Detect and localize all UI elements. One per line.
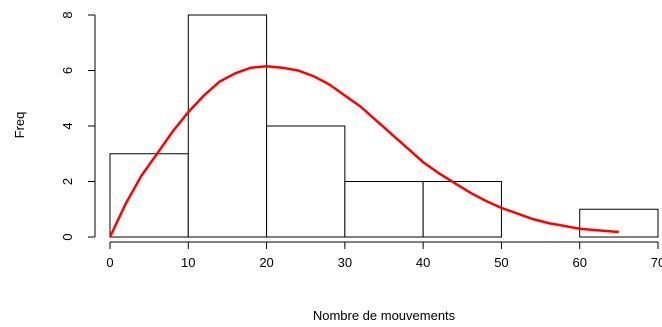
y-tick-label: 6	[60, 67, 75, 74]
density-curve	[108, 65, 619, 238]
histogram-bar-6	[579, 208, 659, 238]
y-tick-label: 0	[60, 233, 75, 240]
histogram-bar-4	[422, 181, 502, 238]
x-tick-label: 0	[106, 255, 113, 270]
x-tick-label: 30	[338, 255, 352, 270]
histogram-bar-3	[344, 181, 424, 238]
x-tick-label: 50	[494, 255, 508, 270]
histogram-bar-2	[266, 125, 346, 238]
x-tick-label: 70	[651, 255, 662, 270]
y-axis-title: Freq	[12, 112, 27, 139]
y-tick-label: 4	[60, 122, 75, 129]
y-tick-label: 8	[60, 11, 75, 18]
x-tick-label: 10	[181, 255, 195, 270]
x-tick-label: 40	[416, 255, 430, 270]
x-tick-label: 60	[572, 255, 586, 270]
histogram-bar-0	[109, 153, 189, 238]
x-tick-label: 20	[259, 255, 273, 270]
y-tick-label: 2	[60, 178, 75, 185]
x-axis-title: Nombre de mouvements	[313, 308, 456, 323]
histogram-bar-1	[187, 14, 268, 238]
